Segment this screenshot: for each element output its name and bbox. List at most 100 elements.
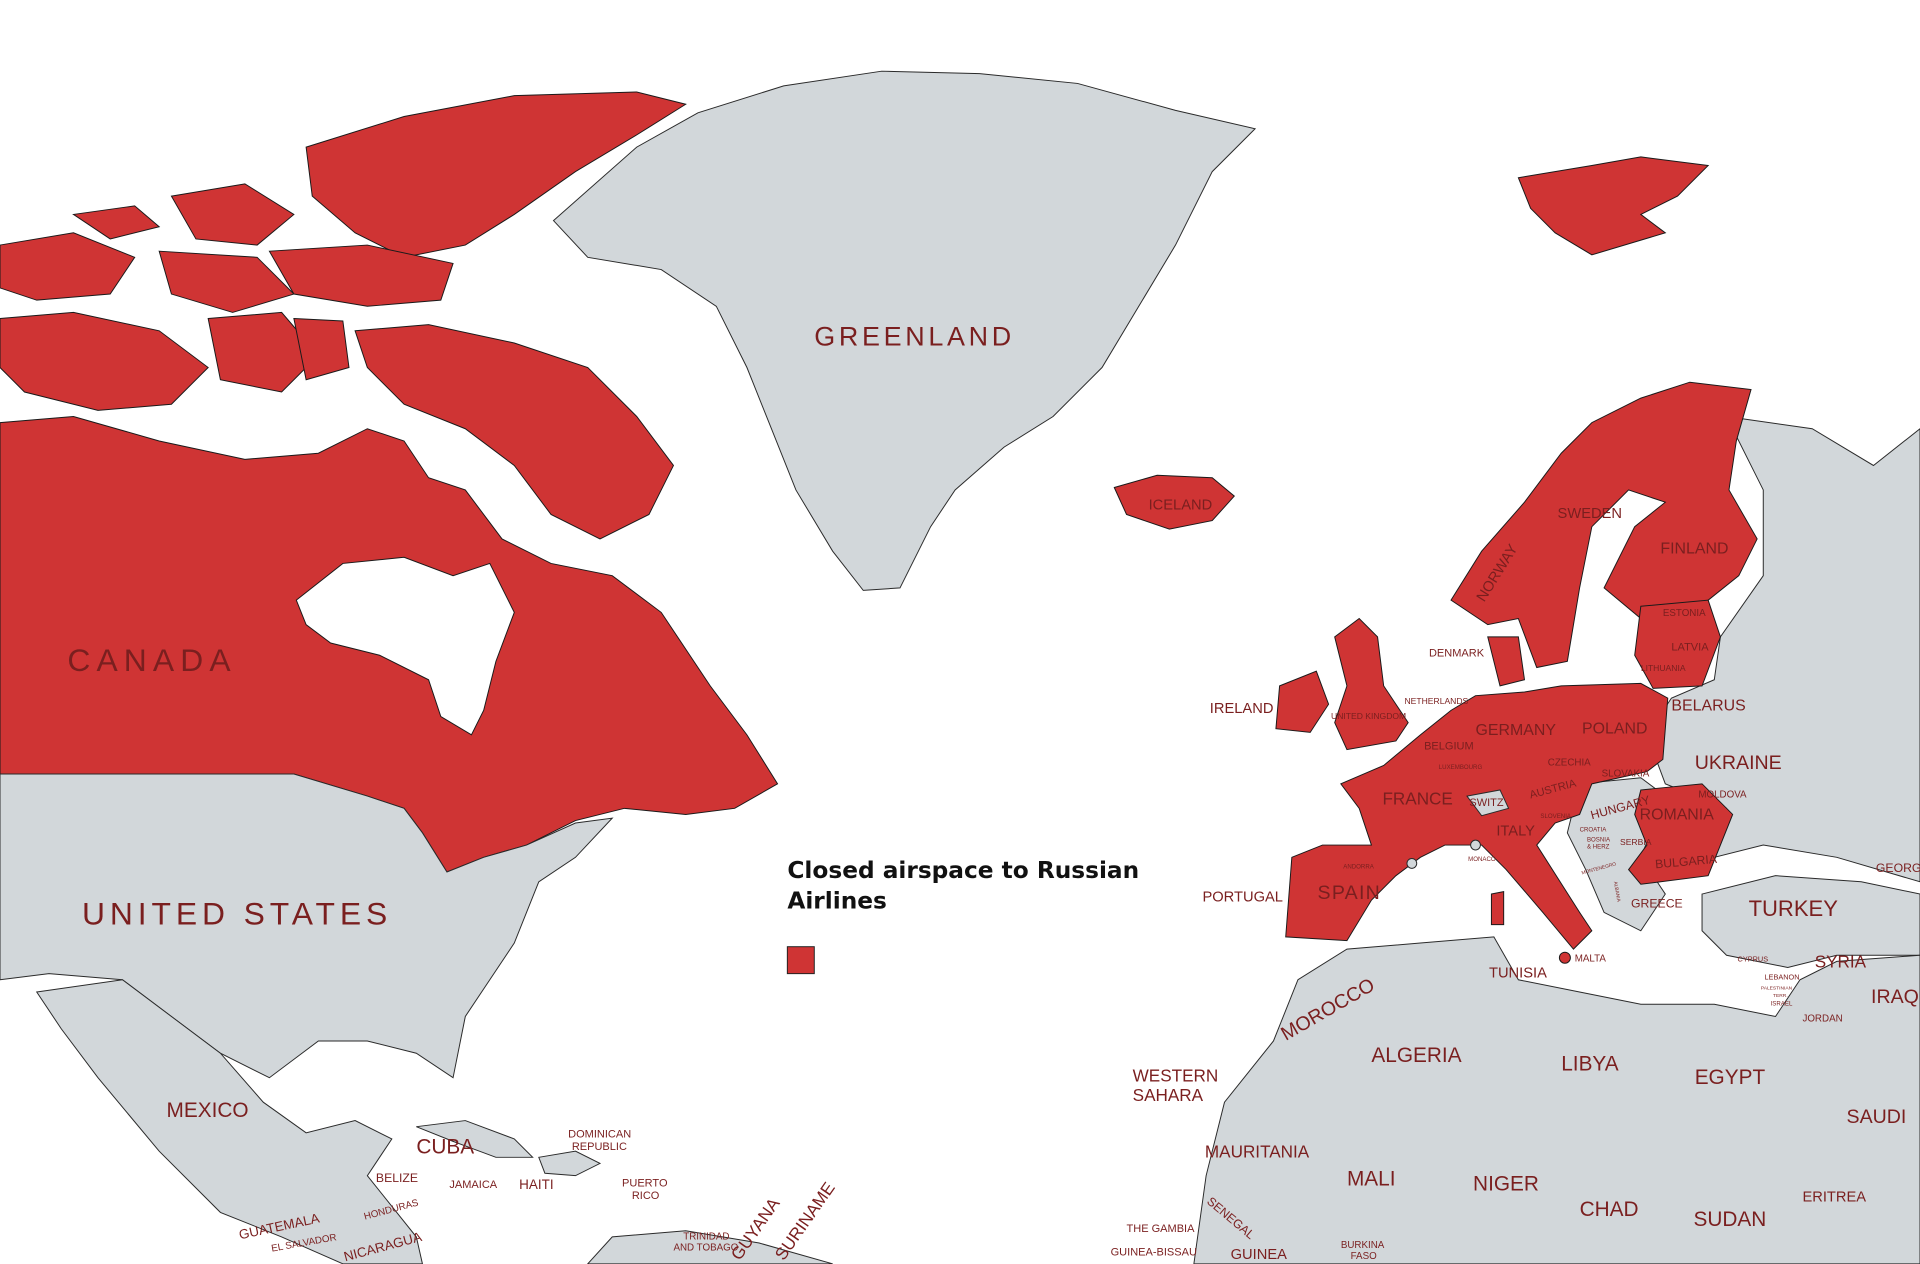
label-syria: SYRIA	[1815, 952, 1867, 972]
label-lithuania: LITHUANIA	[1641, 663, 1686, 673]
label-finland: FINLAND	[1660, 541, 1728, 558]
label-libya: LIBYA	[1561, 1052, 1619, 1075]
legend-title-line2: Airlines	[787, 888, 887, 915]
label-romania: ROMANIA	[1640, 806, 1715, 823]
label-ireland: IRELAND	[1210, 701, 1274, 717]
hudson-bay	[295, 556, 515, 736]
label-spain: SPAIN	[1318, 882, 1381, 904]
label-mauritania: MAURITANIA	[1205, 1141, 1310, 1161]
continental-europe-shape	[1285, 682, 1669, 950]
label-algeria: ALGERIA	[1371, 1044, 1461, 1067]
label-bosnia-2: & HERZ	[1587, 844, 1610, 851]
label-jamaica: JAMAICA	[449, 1179, 497, 1191]
label-palestinian: PALESTINIAN	[1761, 986, 1793, 992]
label-burkina: BURKINA	[1341, 1240, 1385, 1251]
label-slovenia: SLOVENIA	[1540, 813, 1571, 820]
label-saudi: SAUDI	[1847, 1106, 1907, 1128]
label-andorra: ANDORRA	[1343, 863, 1374, 870]
africa-shape	[1193, 936, 1920, 1264]
label-burkina-2: FASO	[1351, 1251, 1377, 1262]
label-sweden: SWEDEN	[1558, 506, 1622, 522]
label-cuba: CUBA	[416, 1136, 474, 1159]
legend-title: Closed airspace to Russian	[787, 857, 1139, 884]
label-italy: ITALY	[1496, 823, 1535, 839]
label-tunisia: TUNISIA	[1489, 965, 1547, 981]
label-chad: CHAD	[1580, 1198, 1639, 1221]
label-albania: ALBANIA	[1612, 881, 1622, 903]
iceland-shape	[1113, 474, 1235, 530]
label-france: FRANCE	[1382, 789, 1452, 809]
denmark-shape	[1487, 636, 1526, 687]
label-puerto-2: RICO	[632, 1190, 660, 1202]
label-turkey: TURKEY	[1749, 896, 1839, 921]
label-haiti: HAITI	[519, 1177, 553, 1192]
label-bulgaria: BULGARIA	[1655, 852, 1719, 871]
ireland-shape	[1275, 670, 1330, 733]
label-united-states: UNITED STATES	[82, 896, 392, 932]
label-the-gambia: THE GAMBIA	[1127, 1223, 1196, 1235]
label-greenland: GREENLAND	[814, 321, 1015, 351]
canada-islands	[0, 91, 687, 540]
label-slovakia: SLOVAKIA	[1602, 768, 1650, 779]
label-lebanon: LEBANON	[1764, 973, 1799, 982]
label-czechia: CZECHIA	[1548, 757, 1591, 768]
malta-dot	[1558, 951, 1571, 964]
label-switz: SWITZ	[1469, 797, 1504, 809]
label-mali: MALI	[1347, 1167, 1396, 1190]
label-serbia: SERBIA	[1620, 837, 1652, 847]
label-croatia: CROATIA	[1580, 827, 1608, 834]
svalbard-shape	[1517, 156, 1710, 256]
label-israel: ISRAEL	[1771, 1000, 1793, 1007]
uk-shape	[1334, 617, 1409, 751]
label-ukraine: UKRAINE	[1695, 752, 1782, 774]
label-canada: CANADA	[67, 642, 236, 678]
label-trinidad: TRINIDAD	[683, 1231, 729, 1242]
label-germany: GERMANY	[1476, 722, 1557, 739]
label-belize: BELIZE	[376, 1171, 418, 1185]
label-sudan: SUDAN	[1693, 1208, 1766, 1231]
sardinia-shape	[1490, 890, 1505, 926]
label-greece: GREECE	[1631, 897, 1683, 911]
hispaniola-shape	[538, 1150, 602, 1177]
label-malta: MALTA	[1575, 953, 1607, 964]
label-netherlands: NETHERLANDS	[1404, 696, 1468, 706]
baltics-shape	[1634, 599, 1721, 689]
cuba-shape	[416, 1120, 534, 1158]
legend: Closed airspace to Russian Airlines	[786, 857, 1139, 975]
label-guinea-bissau: GUINEA-BISSAU	[1111, 1246, 1197, 1258]
label-belgium: BELGIUM	[1424, 741, 1474, 753]
label-jordan: JORDAN	[1802, 1013, 1842, 1024]
label-poland: POLAND	[1582, 721, 1647, 738]
label-guinea: GUINEA	[1231, 1247, 1288, 1263]
label-western-sahara-2: SAHARA	[1133, 1085, 1204, 1105]
monaco-dot	[1470, 839, 1481, 851]
label-palestinian-2: TERR.	[1773, 993, 1788, 999]
mexico-shape	[35, 979, 423, 1264]
label-denmark: DENMARK	[1429, 647, 1485, 659]
label-georgia: GEORGIA	[1876, 861, 1920, 875]
label-mexico: MEXICO	[167, 1099, 249, 1122]
turkey-shape	[1701, 875, 1920, 969]
label-bosnia: BOSNIA	[1587, 836, 1611, 843]
label-cyprus: CYPRUS	[1738, 954, 1769, 963]
label-belarus: BELARUS	[1671, 697, 1745, 714]
label-latvia: LATVIA	[1671, 641, 1709, 653]
legend-swatch-closed	[786, 946, 815, 975]
switzerland-shape	[1466, 789, 1510, 817]
andorra-dot	[1406, 858, 1418, 869]
label-suriname: SURINAME	[771, 1178, 839, 1264]
label-egypt: EGYPT	[1695, 1066, 1766, 1089]
romania-bulgaria-shape	[1627, 783, 1734, 885]
label-luxembourg: LUXEMBOURG	[1439, 764, 1483, 771]
label-monaco: MONACO	[1468, 856, 1496, 863]
label-dominican: DOMINICAN	[568, 1129, 631, 1141]
label-dominican-2: REPUBLIC	[572, 1141, 627, 1153]
label-western-sahara: WESTERN	[1133, 1065, 1219, 1085]
greenland-shape	[552, 70, 1257, 591]
label-puerto: PUERTO	[622, 1178, 668, 1190]
label-iraq: IRAQ	[1871, 986, 1919, 1008]
label-united-kingdom: UNITED KINGDOM	[1331, 711, 1406, 721]
label-iceland: ICELAND	[1149, 498, 1213, 514]
label-trinidad-2: AND TOBAGO	[673, 1242, 738, 1253]
